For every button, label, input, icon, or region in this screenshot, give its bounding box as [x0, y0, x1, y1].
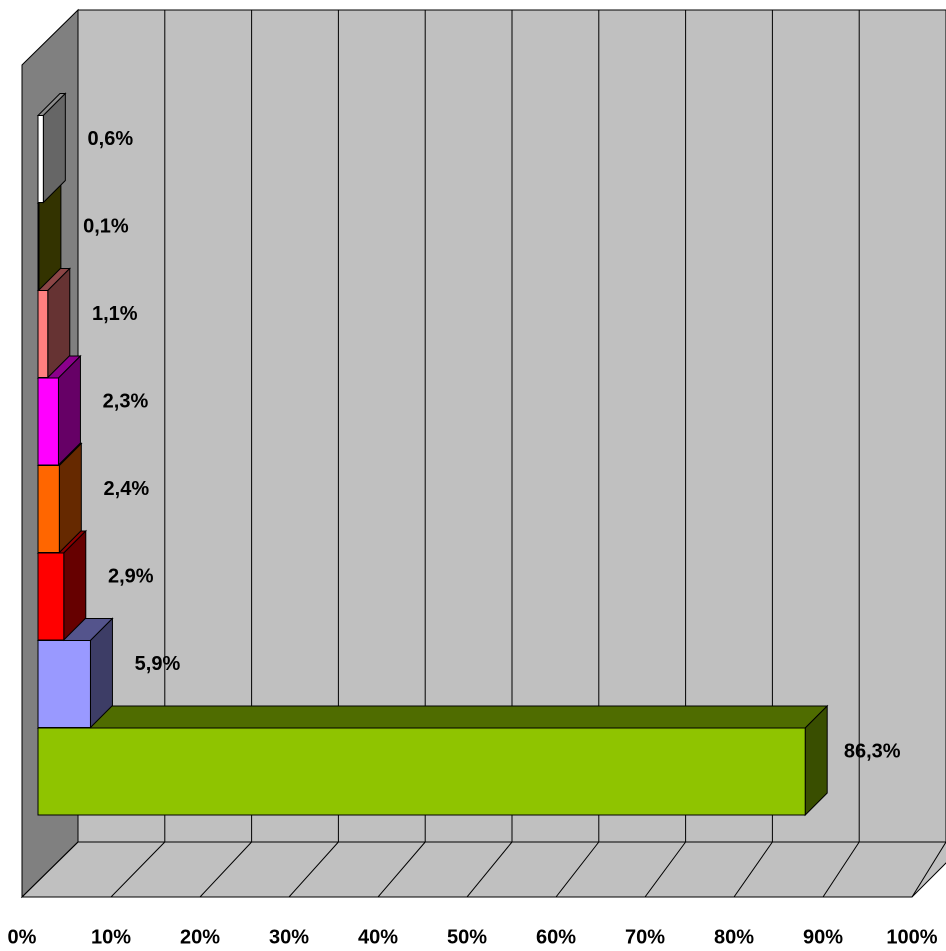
floor-grid-line: [733, 841, 773, 898]
x-tick-label: 20%: [180, 926, 220, 948]
value-label: 2,4%: [104, 478, 150, 500]
x-tick-label: 50%: [447, 926, 487, 948]
floor-grid-line: [644, 841, 687, 898]
bar: [37, 640, 91, 728]
bar: [37, 290, 49, 378]
x-tick-label: 30%: [269, 926, 309, 948]
x-tick-label: 0%: [8, 926, 37, 948]
floor-grid-line: [555, 841, 600, 898]
floor-grid-line: [466, 841, 513, 898]
floor-grid-line: [377, 841, 426, 898]
value-label: 86,3%: [844, 740, 901, 762]
floor-grid-line: [822, 841, 860, 898]
value-label: 0,6%: [88, 128, 134, 150]
bar-top: [36, 705, 829, 729]
value-label: 5,9%: [135, 653, 181, 675]
bar: [37, 115, 44, 203]
x-tick-label: 70%: [625, 926, 665, 948]
x-tick-label: 10%: [91, 926, 131, 948]
x-tick-label: 100%: [886, 926, 937, 948]
x-tick-label: 90%: [803, 926, 843, 948]
bar: [37, 202, 40, 291]
floor-grid-line: [199, 841, 252, 898]
bar: [37, 465, 60, 553]
value-label: 1,1%: [92, 303, 138, 325]
bar: [37, 727, 806, 816]
bar: [37, 377, 59, 466]
value-label: 2,3%: [103, 390, 149, 412]
floor-grid-line: [110, 841, 166, 898]
floor: [20, 841, 946, 898]
x-tick-label: 80%: [714, 926, 754, 948]
floor-grid-line: [911, 841, 946, 898]
x-tick-label: 40%: [358, 926, 398, 948]
bar: [37, 552, 65, 641]
floor-grid-line: [21, 841, 79, 898]
x-tick-label: 60%: [536, 926, 576, 948]
floor-grid-line: [288, 841, 339, 898]
value-label: 0,1%: [83, 215, 129, 237]
value-label: 2,9%: [108, 565, 154, 587]
